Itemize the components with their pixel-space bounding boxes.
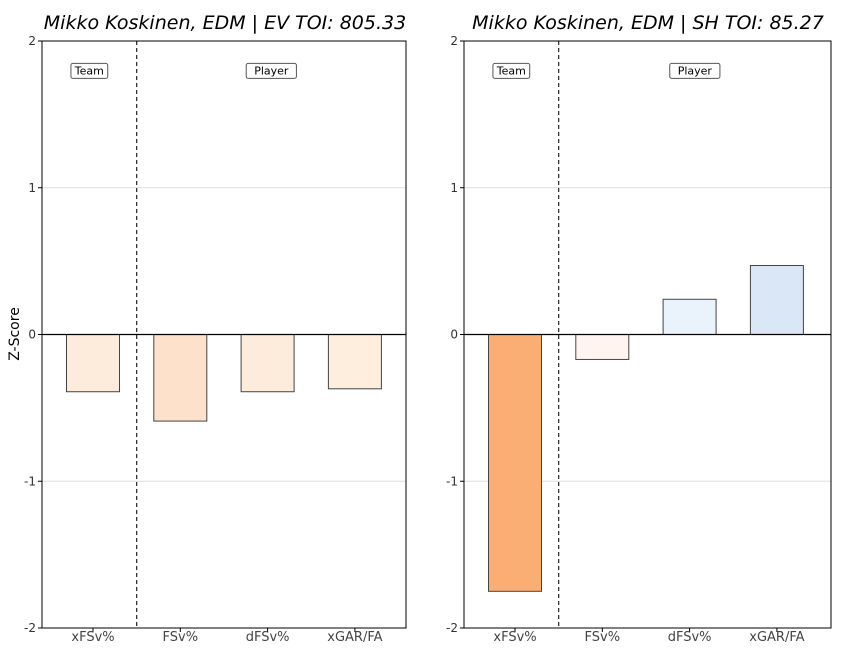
y-tick-label: -2	[24, 621, 36, 635]
team-label-frame	[70, 62, 109, 79]
chart-panel-2: 2 1 0 -1 -2 xFSv% FSv% dFSv% xGAR/FA Mikko Koskin…	[446, 12, 832, 645]
y-axis-label: Z-Score	[7, 307, 23, 361]
chart-panel-1: 2 1 0 -1 -2 xFSv% FSv% dFSv% xGAR/FA Mikko Koskin…	[24, 12, 407, 645]
x-tick-label: FSv%	[163, 630, 199, 645]
y-tick-label: 0	[28, 328, 36, 342]
bar-dfsv-	[662, 298, 717, 335]
y-tick-label: 1	[28, 181, 36, 195]
player-label-box: Player	[669, 62, 721, 79]
x-tick-label: dFSv%	[668, 630, 712, 645]
x-tick-label: xGAR/FA	[327, 630, 382, 645]
bar-xfsv-	[66, 334, 120, 393]
player-label: Player	[254, 64, 289, 77]
team-label-box: Team	[70, 62, 109, 79]
bar-fsv-	[575, 334, 630, 360]
bar-dfsv-	[240, 334, 295, 393]
y-tick-label: 0	[450, 328, 458, 342]
bar-xgar-fa	[327, 334, 382, 390]
player-label-frame	[669, 62, 721, 79]
x-tick-label: xFSv%	[71, 630, 114, 645]
y-tick-label: -1	[24, 474, 36, 488]
player-label-frame	[245, 62, 297, 79]
player-label-box: Player	[245, 62, 297, 79]
player-label: Player	[678, 64, 713, 77]
x-tick-label: dFSv%	[246, 630, 290, 645]
bar-xfsv-	[488, 334, 542, 592]
bar-fsv-	[153, 334, 208, 422]
x-tick-label: xGAR/FA	[749, 630, 804, 645]
x-tick-label: xFSv%	[493, 630, 536, 645]
y-tick-label: 2	[28, 34, 36, 48]
bar-xgar-fa	[749, 265, 804, 335]
team-label-frame	[492, 62, 531, 79]
y-tick-label: 1	[450, 181, 458, 195]
x-tick-label: FSv%	[585, 630, 621, 645]
y-tick-label: -2	[446, 621, 458, 635]
team-label: Team	[496, 64, 526, 77]
y-tick-label: -1	[446, 474, 458, 488]
chart-title: Mikko Koskinen, EDM | EV TOI: 805.33	[44, 12, 406, 34]
chart-title: Mikko Koskinen, EDM | SH TOI: 85.27	[472, 12, 824, 34]
y-tick-label: 2	[450, 34, 458, 48]
team-label: Team	[74, 64, 104, 77]
team-label-box: Team	[492, 62, 531, 79]
